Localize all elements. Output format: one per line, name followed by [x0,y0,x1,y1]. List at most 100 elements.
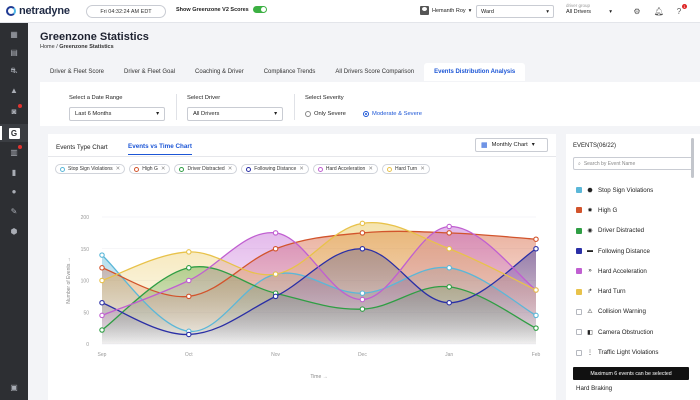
car-crash-icon: ✸ [587,207,593,214]
checkbox-checked[interactable] [576,187,582,194]
event-list-item[interactable]: ⬣ Stop Sign Violations [576,180,694,200]
event-list-label: Hard Turn [598,288,626,296]
event-list-item[interactable]: ◧ Camera Obstruction [576,322,694,342]
following-distance-icon: ▬ [587,248,593,255]
severity-option-label: Only Severe [314,111,346,117]
collision-icon: ⚠ [587,309,593,316]
chevron-down-icon: ▾ [156,111,159,117]
event-list-item[interactable]: ◉ Driver Distracted [576,221,694,241]
sidebar-item-help[interactable]: ▣ [0,378,28,396]
driver-select[interactable]: All Drivers ▾ [187,107,283,121]
event-list-item[interactable]: » Hard Acceleration [576,261,694,281]
close-icon[interactable]: ✕ [115,166,121,172]
event-list-item[interactable]: ⚠ Collision Warning [576,302,694,322]
settings-gear-icon[interactable]: ⚙ [633,6,641,16]
tab-coaching-driver[interactable]: Coaching & Driver [195,69,244,75]
sidebar-item-dashboard[interactable]: ▦ [0,25,28,43]
tab-events-vs-time-chart[interactable]: Events vs Time Chart [128,139,192,155]
event-chip-driver-distracted[interactable]: Driver Distracted ✕ [174,164,238,174]
date-range-select[interactable]: Last 6 Months ▾ [69,107,165,121]
sidebar-item-reports[interactable]: ▥ [0,143,28,161]
chart-period-select[interactable]: ▦ Monthly Chart ▾ [475,138,548,152]
y-tick-label: 0 [86,342,89,348]
event-chip-hard-acceleration[interactable]: Hard Acceleration ✕ [312,164,378,174]
event-list-label: Hard Acceleration [598,267,647,275]
data-point-hard-acceleration [99,312,105,319]
severity-option-only-severe[interactable]: Only Severe [305,111,346,117]
tab-events-distribution-analysis[interactable]: Events Distribution Analysis [424,63,526,81]
page-title: Greenzone Statistics [40,31,149,43]
radio-button-selected [363,111,369,117]
close-icon[interactable]: ✕ [160,166,166,172]
severity-option-moderate-severe[interactable]: Moderate & Severe [363,111,422,117]
data-point-driver-distracted [99,327,105,333]
sidebar-item-drivers[interactable]: ● [0,182,28,200]
sidebar-item-analytics[interactable]: ▮ [0,163,28,181]
tab-all-drivers-score-comparison[interactable]: All Drivers Score Comparison [335,69,415,75]
data-point-high-g [272,246,279,252]
calendar-grid-icon: ▦ [481,142,488,149]
acceleration-icon: » [588,268,592,275]
event-list-item[interactable]: ▬ Following Distance [576,241,694,261]
breadcrumb-home[interactable]: Home [40,44,55,50]
y-tick-label: 100 [81,279,90,285]
logo-text: netradyne [19,5,70,17]
checkbox-checked[interactable] [576,268,582,275]
event-chip-following-distance[interactable]: Following Distance ✕ [241,164,309,174]
sidebar-item-road[interactable]: ⛐ [0,62,28,80]
data-point-following-distance [446,299,452,306]
checkbox[interactable] [576,308,582,315]
checkbox[interactable] [576,329,582,336]
notification-bell-icon[interactable]: 🔔︎ [653,6,665,16]
logo[interactable]: netradyne [6,5,70,17]
events-scrollbar[interactable] [691,138,694,178]
fleet-select[interactable]: Ward ▾ [476,5,554,18]
sidebar-item-documents[interactable]: ▤ [0,43,28,61]
event-list-item[interactable]: ↱ Hard Turn [576,281,694,301]
event-search-input[interactable]: ⌕ Search by Event Name [573,157,693,170]
chip-color-dot [134,166,140,172]
series-area-hard-turn [102,222,536,344]
x-axis-label: Time → [310,374,327,380]
traffic-light-icon: ⋮ [587,350,593,357]
series-line-following-distance [101,248,537,336]
sidebar-item-tools[interactable]: ✎ [0,202,28,220]
tab-driver-fleet-score[interactable]: Driver & Fleet Score [50,69,105,75]
driver-label: Select Driver [187,95,221,101]
tab-compliance-trends[interactable]: Compliance Trends [263,69,316,75]
sidebar-item-safety[interactable]: ⬢ [0,222,28,240]
events-time-chart[interactable]: 0 50 100 150 200 Sep Oct Nov Dec Jan Feb Time → Numb… [48,134,556,400]
sidebar-item-camera[interactable]: ◙ [0,102,28,120]
checkbox[interactable] [576,349,582,356]
v2-score-toggle[interactable] [252,6,267,13]
tab-events-type-chart[interactable]: Events Type Chart [56,143,108,151]
close-icon[interactable]: ✕ [368,166,373,172]
bar-chart-icon: ▥ [10,147,18,157]
event-chip-high-g[interactable]: High G ✕ [129,164,171,174]
checkbox-checked[interactable] [576,248,582,255]
driver-group-select[interactable]: driver group All Drivers ▾ [566,3,612,15]
user-menu[interactable]: Hemanth Roy ▾ [420,6,471,15]
sidebar-item-greenzone[interactable]: G [0,124,28,142]
close-icon[interactable]: ✕ [299,166,304,172]
sidebar-item-alerts[interactable]: ▲ [0,81,28,99]
checkbox-checked[interactable] [576,227,582,234]
close-icon[interactable]: ✕ [227,166,233,172]
y-tick-label: 50 [83,310,89,316]
chip-color-dot [246,166,252,172]
driver-group-value: All Drivers [566,9,592,15]
event-list-item[interactable]: ✸ High G [576,200,694,220]
event-search-placeholder: Search by Event Name [583,160,636,167]
checkbox-checked[interactable] [576,288,582,295]
breadcrumb-current: Greenzone Statistics [59,44,114,50]
checkbox-checked[interactable] [576,207,582,214]
help-icon[interactable]: ? 1 [676,4,687,16]
tab-driver-fleet-goal[interactable]: Driver & Fleet Goal [124,69,176,75]
event-list-item[interactable]: ⋮ Traffic Light Violations [576,342,694,362]
event-chip-stop-sign-violations[interactable]: Stop Sign Violations ✕ [55,164,126,174]
y-tick-label: 200 [81,215,90,221]
series-line-high-g [101,230,537,298]
data-point-following-distance [359,246,366,252]
close-icon[interactable]: ✕ [420,166,425,172]
event-chip-hard-turn[interactable]: Hard Turn ✕ [381,164,430,174]
